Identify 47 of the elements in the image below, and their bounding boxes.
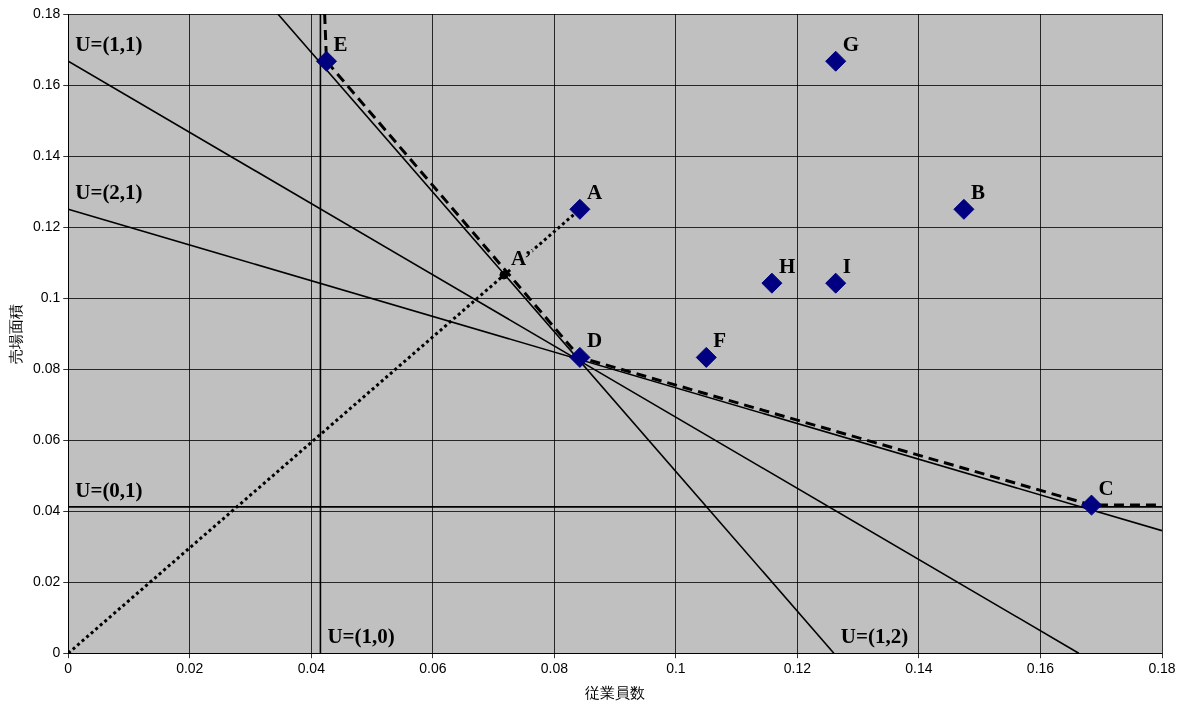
point [569, 346, 591, 368]
y-tick-label: 0.02 [33, 573, 61, 590]
point [316, 50, 337, 72]
point [1081, 494, 1103, 516]
x-tick-label: 0.16 [1026, 660, 1055, 677]
annotation: I [842, 254, 851, 279]
x-tick-label: 0.12 [783, 660, 812, 677]
point [825, 272, 847, 294]
y-tick-label: 0.18 [33, 4, 61, 21]
y-tick-label: 0.04 [33, 502, 61, 519]
annotation: D [586, 328, 603, 353]
x-tick-label: 0.04 [297, 660, 326, 677]
annotation: F [713, 328, 727, 353]
y-tick-label: 0.16 [33, 75, 61, 92]
annotation: H [778, 254, 796, 279]
point [569, 198, 591, 220]
annotation: G [842, 32, 860, 57]
x-tick-label: 0 [64, 660, 73, 677]
y-tick-label: 0.14 [33, 146, 61, 163]
y-tick-label: 0.06 [33, 430, 61, 447]
annotation: U=(1,2) [840, 624, 909, 649]
annotation: E [333, 32, 348, 57]
point [695, 346, 717, 368]
x-axis-title: 従業員数 [585, 683, 646, 702]
annotation: U=(0,1) [75, 477, 143, 502]
x-tick-label: 0.1 [666, 660, 686, 677]
point [953, 198, 975, 220]
point [761, 272, 783, 294]
annotation: A’ [510, 245, 532, 270]
annotation: B [970, 180, 985, 205]
annotation: U=(1,1) [75, 32, 143, 57]
point [825, 50, 847, 72]
x-tick-label: 0.14 [905, 660, 933, 677]
annotation: U=(2,1) [75, 180, 143, 205]
annotation: U=(1,0) [327, 624, 395, 649]
x-tick-label: 0.08 [540, 660, 569, 677]
y-tick-label: 0.12 [33, 217, 61, 234]
y-tick-label: 0 [52, 644, 61, 661]
y-axis-title: 売場面積 [6, 303, 25, 364]
annotation: C [1098, 476, 1114, 501]
annotation: A [586, 180, 603, 205]
x-tick-label: 0.02 [176, 660, 204, 677]
y-tick-label: 0.1 [40, 288, 61, 305]
x-tick-label: 0.06 [419, 660, 447, 677]
x-tick-label: 0.18 [1148, 660, 1176, 677]
point [499, 270, 509, 280]
y-tick-label: 0.08 [33, 359, 61, 376]
